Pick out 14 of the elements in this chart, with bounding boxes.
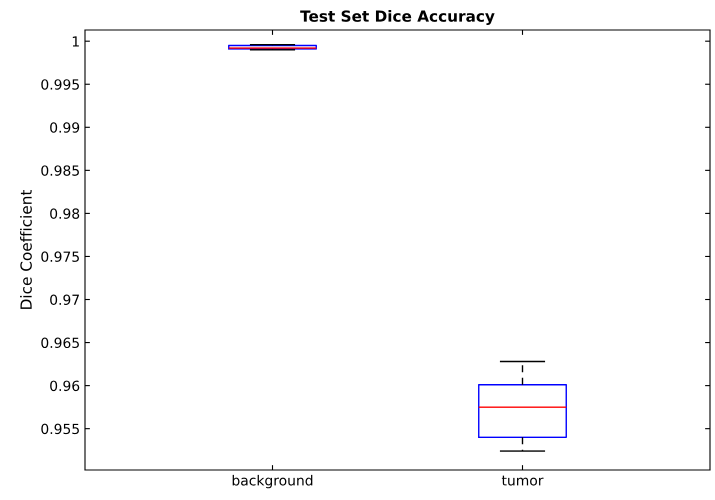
y-axis-title: Dice Coefficient [20, 190, 32, 309]
x-tick-label: tumor [502, 476, 544, 486]
y-tick-label: 0.98 [50, 208, 80, 219]
y-tick-label: 1 [72, 36, 79, 46]
y-tick-label: 0.985 [41, 165, 79, 176]
y-tick-label: 0.975 [41, 251, 79, 262]
y-tick-label: 0.99 [50, 122, 80, 133]
x-tick-label: background [232, 474, 312, 488]
y-tick-label: 0.97 [50, 294, 79, 305]
y-tick-label: 0.965 [41, 338, 79, 348]
y-tick-label: 0.96 [50, 380, 80, 392]
y-tick-label: 0.955 [41, 424, 79, 434]
y-tick-label: 0.995 [41, 79, 79, 90]
chart-title: Test Set Dice Accuracy [300, 10, 495, 25]
